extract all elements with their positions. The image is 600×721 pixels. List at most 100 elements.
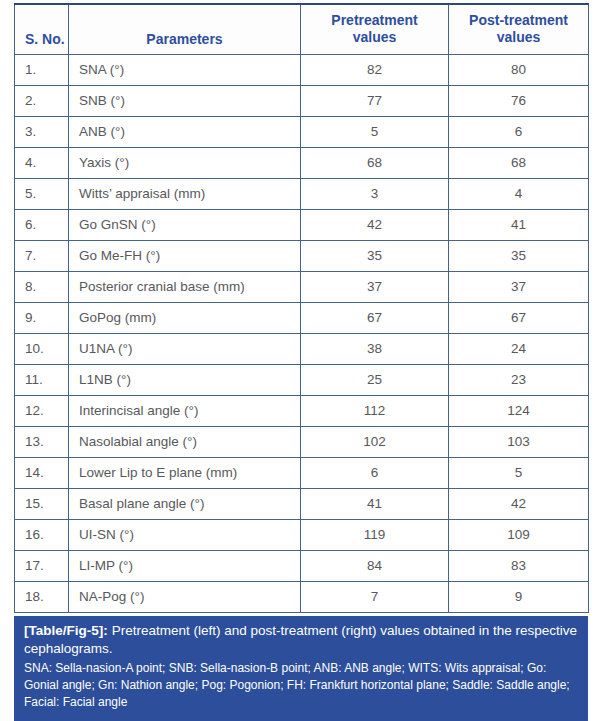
table-row: 15.Basal plane angle (°)4142 xyxy=(15,488,589,519)
cell-posttreatment-value: 42 xyxy=(449,488,589,519)
cell-posttreatment-value: 41 xyxy=(449,209,589,240)
cell-posttreatment-value: 109 xyxy=(449,519,589,550)
table-row: 11.L1NB (°)2523 xyxy=(15,364,589,395)
figure-page: S. No. Parameters Pretreatment values Po… xyxy=(0,0,600,721)
cell-posttreatment-value: 23 xyxy=(449,364,589,395)
cell-posttreatment-value: 35 xyxy=(449,240,589,271)
cell-posttreatment-value: 76 xyxy=(449,85,589,116)
table-row: 7.Go Me-FH (°)3535 xyxy=(15,240,589,271)
table-body: 1.SNA (°)82802.SNB (°)77763.ANB (°)564.Y… xyxy=(15,54,589,612)
table-row: 14.Lower Lip to E plane (mm)65 xyxy=(15,457,589,488)
cell-parameter: ANB (°) xyxy=(69,116,301,147)
cell-posttreatment-value: 67 xyxy=(449,302,589,333)
cell-pretreatment-value: 25 xyxy=(301,364,449,395)
cell-pretreatment-value: 3 xyxy=(301,178,449,209)
cell-serial-number: 6. xyxy=(15,209,69,240)
cell-parameter: Go Me-FH (°) xyxy=(69,240,301,271)
cell-parameter: Interincisal angle (°) xyxy=(69,395,301,426)
col-header-posttreatment-values: Post-treatment values xyxy=(449,4,589,54)
cell-posttreatment-value: 83 xyxy=(449,550,589,581)
caption-box: [Table/Fig-5]:Pretreatment (left) and po… xyxy=(14,616,588,721)
cell-serial-number: 17. xyxy=(15,550,69,581)
table-row: 2.SNB (°)7776 xyxy=(15,85,589,116)
cell-serial-number: 18. xyxy=(15,581,69,612)
cell-parameter: Witts’ appraisal (mm) xyxy=(69,178,301,209)
table-row: 5.Witts’ appraisal (mm)34 xyxy=(15,178,589,209)
cell-parameter: Go GnSN (°) xyxy=(69,209,301,240)
cell-pretreatment-value: 42 xyxy=(301,209,449,240)
cell-pretreatment-value: 102 xyxy=(301,426,449,457)
cell-pretreatment-value: 35 xyxy=(301,240,449,271)
cell-pretreatment-value: 82 xyxy=(301,54,449,85)
table-row: 10.U1NA (°)3824 xyxy=(15,333,589,364)
cell-pretreatment-value: 5 xyxy=(301,116,449,147)
cell-serial-number: 13. xyxy=(15,426,69,457)
cell-serial-number: 7. xyxy=(15,240,69,271)
cell-serial-number: 4. xyxy=(15,147,69,178)
cell-posttreatment-value: 4 xyxy=(449,178,589,209)
table-row: 8.Posterior cranial base (mm)3737 xyxy=(15,271,589,302)
table-row: 1.SNA (°)8280 xyxy=(15,54,589,85)
col-header-posttreatment-label: Post-treatment values xyxy=(463,12,575,47)
cell-serial-number: 2. xyxy=(15,85,69,116)
cell-parameter: Posterior cranial base (mm) xyxy=(69,271,301,302)
caption-title: [Table/Fig-5]:Pretreatment (left) and po… xyxy=(24,622,578,657)
cell-serial-number: 1. xyxy=(15,54,69,85)
table-row: 12.Interincisal angle (°)112124 xyxy=(15,395,589,426)
cell-serial-number: 14. xyxy=(15,457,69,488)
cell-posttreatment-value: 9 xyxy=(449,581,589,612)
cell-pretreatment-value: 38 xyxy=(301,333,449,364)
table-row: 6.Go GnSN (°)4241 xyxy=(15,209,589,240)
cell-parameter: SNA (°) xyxy=(69,54,301,85)
cell-serial-number: 12. xyxy=(15,395,69,426)
cell-pretreatment-value: 6 xyxy=(301,457,449,488)
cell-parameter: GoPog (mm) xyxy=(69,302,301,333)
caption-footnote: SNA: Sella-nasion-A point; SNB: Sella-na… xyxy=(24,660,578,711)
cell-pretreatment-value: 68 xyxy=(301,147,449,178)
cell-serial-number: 9. xyxy=(15,302,69,333)
cell-posttreatment-value: 6 xyxy=(449,116,589,147)
table-header: S. No. Parameters Pretreatment values Po… xyxy=(15,4,589,54)
cell-pretreatment-value: 77 xyxy=(301,85,449,116)
cell-pretreatment-value: 112 xyxy=(301,395,449,426)
cell-posttreatment-value: 103 xyxy=(449,426,589,457)
cell-serial-number: 15. xyxy=(15,488,69,519)
header-row: S. No. Parameters Pretreatment values Po… xyxy=(15,4,589,54)
caption-label: [Table/Fig-5]: xyxy=(24,623,108,638)
cell-parameter: SNB (°) xyxy=(69,85,301,116)
cell-pretreatment-value: 119 xyxy=(301,519,449,550)
cell-serial-number: 16. xyxy=(15,519,69,550)
cephalometric-values-table: S. No. Parameters Pretreatment values Po… xyxy=(14,3,589,613)
cell-parameter: NA-Pog (°) xyxy=(69,581,301,612)
cell-parameter: Nasolabial angle (°) xyxy=(69,426,301,457)
cell-serial-number: 11. xyxy=(15,364,69,395)
cell-posttreatment-value: 24 xyxy=(449,333,589,364)
cell-parameter: Basal plane angle (°) xyxy=(69,488,301,519)
col-header-pretreatment-label: Pretreatment values xyxy=(319,12,431,47)
cell-posttreatment-value: 68 xyxy=(449,147,589,178)
cell-parameter: Yaxis (°) xyxy=(69,147,301,178)
cell-pretreatment-value: 67 xyxy=(301,302,449,333)
cell-posttreatment-value: 37 xyxy=(449,271,589,302)
cell-serial-number: 3. xyxy=(15,116,69,147)
cell-parameter: LI-MP (°) xyxy=(69,550,301,581)
cell-posttreatment-value: 5 xyxy=(449,457,589,488)
cell-parameter: UI-SN (°) xyxy=(69,519,301,550)
col-header-parameters: Parameters xyxy=(69,4,301,54)
table-row: 9.GoPog (mm)6767 xyxy=(15,302,589,333)
table-row: 4.Yaxis (°)6868 xyxy=(15,147,589,178)
table-row: 3.ANB (°)56 xyxy=(15,116,589,147)
cell-parameter: U1NA (°) xyxy=(69,333,301,364)
cell-serial-number: 5. xyxy=(15,178,69,209)
cell-serial-number: 10. xyxy=(15,333,69,364)
col-header-serial-number: S. No. xyxy=(15,4,69,54)
cell-serial-number: 8. xyxy=(15,271,69,302)
table-row: 16.UI-SN (°)119109 xyxy=(15,519,589,550)
cell-pretreatment-value: 37 xyxy=(301,271,449,302)
cell-posttreatment-value: 80 xyxy=(449,54,589,85)
cell-pretreatment-value: 41 xyxy=(301,488,449,519)
table-row: 13.Nasolabial angle (°)102103 xyxy=(15,426,589,457)
cell-parameter: Lower Lip to E plane (mm) xyxy=(69,457,301,488)
cell-pretreatment-value: 84 xyxy=(301,550,449,581)
cell-posttreatment-value: 124 xyxy=(449,395,589,426)
